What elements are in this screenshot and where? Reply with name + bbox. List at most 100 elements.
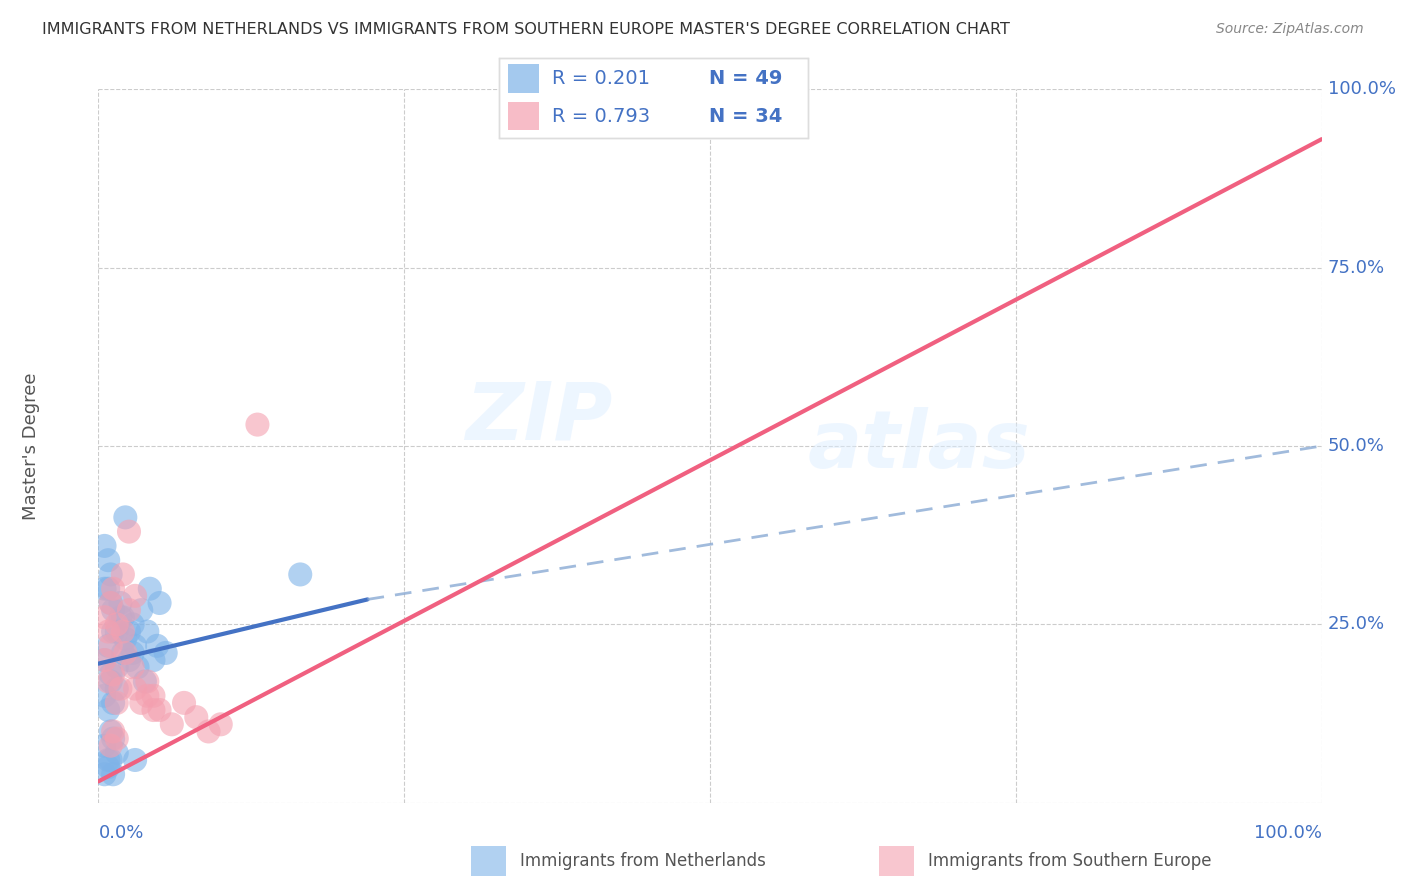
Point	[114, 510, 136, 524]
Point	[142, 703, 165, 717]
Point	[97, 753, 120, 767]
Text: Immigrants from Southern Europe: Immigrants from Southern Europe	[928, 852, 1212, 870]
Point	[101, 696, 124, 710]
Point	[93, 582, 115, 596]
Point	[124, 681, 146, 696]
Point	[100, 596, 122, 610]
Point	[105, 624, 128, 639]
Text: R = 0.201: R = 0.201	[551, 69, 650, 88]
Point	[93, 739, 115, 753]
Point	[146, 639, 169, 653]
Point	[101, 724, 124, 739]
Text: 100.0%: 100.0%	[1327, 80, 1396, 98]
Text: N = 34: N = 34	[710, 107, 783, 126]
Point	[118, 524, 141, 539]
Point	[100, 596, 122, 610]
Point	[97, 582, 120, 596]
Point	[197, 724, 219, 739]
Point	[155, 646, 177, 660]
Text: 50.0%: 50.0%	[1327, 437, 1385, 455]
Point	[93, 539, 115, 553]
Point	[100, 753, 122, 767]
Point	[97, 760, 120, 774]
Point	[93, 653, 115, 667]
Point	[114, 646, 136, 660]
Point	[93, 767, 115, 781]
Point	[111, 610, 134, 624]
Point	[136, 674, 159, 689]
Point	[124, 753, 146, 767]
Point	[100, 639, 122, 653]
Text: Source: ZipAtlas.com: Source: ZipAtlas.com	[1216, 22, 1364, 37]
Text: Master's Degree: Master's Degree	[22, 372, 41, 520]
Point	[100, 667, 122, 681]
Text: atlas: atlas	[808, 407, 1031, 485]
Point	[136, 624, 159, 639]
Point	[124, 589, 146, 603]
Text: 100.0%: 100.0%	[1254, 824, 1322, 842]
Point	[118, 603, 141, 617]
Point	[149, 596, 172, 610]
Point	[139, 582, 162, 596]
Point	[101, 624, 124, 639]
Point	[93, 610, 115, 624]
Bar	[509, 103, 540, 130]
Point	[110, 610, 132, 624]
Text: N = 49: N = 49	[710, 69, 783, 88]
Point	[209, 717, 232, 731]
Text: Immigrants from Netherlands: Immigrants from Netherlands	[520, 852, 766, 870]
Point	[97, 553, 120, 567]
Text: IMMIGRANTS FROM NETHERLANDS VS IMMIGRANTS FROM SOUTHERN EUROPE MASTER'S DEGREE C: IMMIGRANTS FROM NETHERLANDS VS IMMIGRANT…	[42, 22, 1010, 37]
Point	[160, 717, 183, 731]
Point	[97, 639, 120, 653]
Point	[127, 660, 149, 674]
Point	[105, 746, 128, 760]
Point	[129, 696, 152, 710]
Point	[100, 724, 122, 739]
Point	[136, 689, 159, 703]
Point	[101, 731, 124, 746]
Point	[93, 653, 115, 667]
Point	[101, 767, 124, 781]
Point	[93, 689, 115, 703]
Point	[142, 689, 165, 703]
Point	[134, 674, 156, 689]
Text: 75.0%: 75.0%	[1327, 259, 1385, 277]
Point	[149, 703, 172, 717]
Text: R = 0.793: R = 0.793	[551, 107, 650, 126]
Point	[105, 617, 128, 632]
Point	[111, 646, 134, 660]
Point	[110, 681, 132, 696]
Point	[111, 567, 134, 582]
Point	[97, 703, 120, 717]
Point	[114, 632, 136, 646]
Point	[118, 653, 141, 667]
Point	[110, 596, 132, 610]
Point	[173, 696, 195, 710]
Point	[105, 731, 128, 746]
Point	[121, 617, 143, 632]
Bar	[509, 64, 540, 93]
Text: 0.0%: 0.0%	[98, 824, 143, 842]
Point	[100, 674, 122, 689]
Point	[101, 667, 124, 681]
Text: ZIP: ZIP	[465, 378, 612, 457]
Point	[246, 417, 269, 432]
Point	[121, 646, 143, 660]
Point	[118, 624, 141, 639]
Point	[290, 567, 312, 582]
Text: 25.0%: 25.0%	[1327, 615, 1385, 633]
Point	[105, 681, 128, 696]
Point	[97, 674, 120, 689]
Point	[142, 653, 165, 667]
Point	[129, 603, 152, 617]
Point	[121, 660, 143, 674]
Point	[105, 696, 128, 710]
Point	[101, 603, 124, 617]
Point	[111, 624, 134, 639]
Point	[105, 660, 128, 674]
Point	[124, 639, 146, 653]
Point	[97, 624, 120, 639]
Point	[100, 739, 122, 753]
Point	[101, 582, 124, 596]
